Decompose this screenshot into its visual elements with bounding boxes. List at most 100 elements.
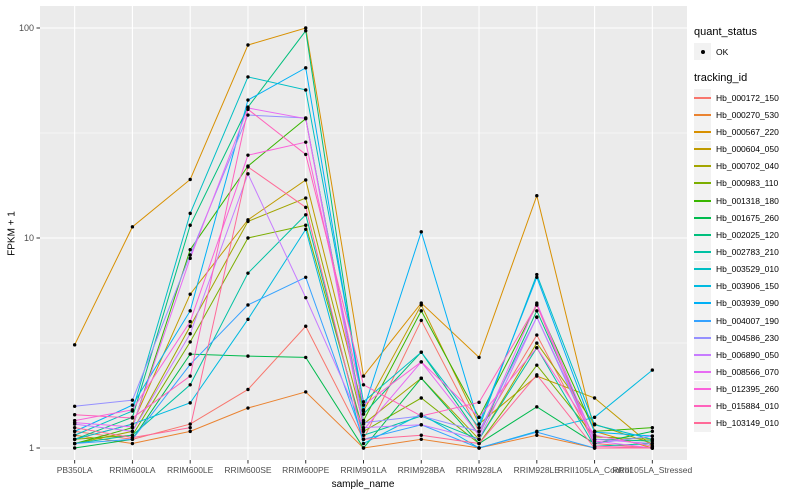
legend: quant_status OK tracking_id Hb_000172_15…	[694, 26, 800, 432]
data-point	[419, 433, 423, 437]
data-point	[419, 437, 423, 442]
legend-key	[694, 157, 711, 175]
legend-key	[694, 397, 711, 415]
legend-key	[694, 174, 711, 192]
x-axis-title: sample_name	[331, 479, 395, 490]
y-tick-label: 10	[24, 233, 34, 243]
data-point	[650, 429, 655, 434]
data-point	[72, 429, 77, 434]
data-point	[188, 401, 192, 405]
x-tick-label: RRII105LA_Stressed	[612, 465, 692, 475]
data-point	[188, 309, 192, 313]
data-point	[592, 396, 597, 400]
legend-key-ok	[694, 43, 711, 61]
data-point	[535, 341, 539, 345]
legend-item-label: Hb_012395_260	[716, 384, 779, 395]
x-tick-label: RRIM600SE	[224, 465, 272, 475]
data-point	[188, 211, 192, 216]
data-point	[419, 423, 423, 427]
legend-item: Hb_003939_090	[694, 294, 800, 312]
legend-item: Hb_003906_150	[694, 277, 800, 295]
data-point	[477, 415, 481, 420]
data-point	[592, 433, 597, 437]
legend-item-label: Hb_000702_040	[716, 161, 779, 172]
data-point	[72, 343, 77, 347]
data-point	[535, 333, 539, 337]
legend-key	[694, 123, 711, 141]
data-point	[188, 383, 192, 387]
legend-item: Hb_008566_070	[694, 363, 800, 381]
data-point	[130, 422, 135, 426]
legend-separator	[694, 60, 800, 72]
data-point	[304, 205, 308, 210]
legend-item-label: Hb_000567_220	[716, 126, 779, 137]
data-point	[130, 429, 135, 434]
data-point	[535, 303, 539, 307]
legend-key	[694, 226, 711, 244]
data-point	[477, 433, 481, 437]
legend-item-label: Hb_004586_230	[716, 332, 779, 343]
legend-key	[694, 329, 711, 347]
legend-key	[694, 140, 711, 158]
data-point	[72, 441, 77, 446]
legend-item: Hb_004586_230	[694, 329, 800, 347]
data-point	[477, 422, 481, 426]
data-point	[188, 362, 192, 367]
x-tick-label: RRIM600PE	[282, 465, 330, 475]
x-tick-label: RRIM600LA	[109, 465, 156, 475]
legend-key	[694, 243, 711, 261]
legend-key-line	[694, 405, 711, 408]
data-point	[246, 75, 250, 79]
data-point	[535, 194, 539, 198]
data-point	[535, 430, 539, 434]
legend-key	[694, 106, 711, 124]
data-point	[650, 437, 655, 442]
data-point	[592, 430, 597, 434]
data-point	[361, 374, 366, 378]
data-point	[72, 437, 77, 442]
legend-key-line	[694, 250, 711, 253]
legend-title-tracking-id: tracking_id	[694, 72, 748, 85]
legend-key	[694, 414, 711, 432]
legend-key	[694, 260, 711, 278]
data-point	[592, 446, 597, 450]
data-point	[419, 318, 423, 323]
data-point	[650, 425, 655, 430]
legend-key-line	[694, 388, 711, 391]
data-point	[72, 425, 77, 430]
legend-item: Hb_000270_530	[694, 106, 800, 124]
legend-item: Hb_002025_120	[694, 226, 800, 244]
legend-key-line	[694, 216, 711, 219]
legend-key	[694, 89, 711, 107]
data-point	[304, 324, 308, 328]
legend-item-label: Hb_001675_260	[716, 212, 779, 223]
data-point	[535, 309, 539, 313]
data-point	[535, 373, 539, 377]
data-point	[535, 363, 539, 367]
data-point	[130, 425, 135, 429]
data-point	[130, 225, 135, 229]
data-point	[592, 423, 597, 427]
data-point	[477, 437, 481, 442]
data-point	[477, 429, 481, 434]
data-point	[535, 315, 539, 319]
data-point	[246, 43, 250, 47]
data-point	[419, 350, 423, 354]
data-point	[188, 352, 192, 356]
data-point	[535, 272, 539, 277]
legend-key-line	[694, 285, 711, 288]
data-point	[304, 26, 308, 30]
data-point	[188, 319, 192, 324]
legend-item-label: Hb_003529_010	[716, 264, 779, 275]
data-point	[246, 387, 250, 392]
data-point	[477, 400, 481, 405]
data-point	[304, 29, 308, 33]
data-point	[188, 292, 192, 296]
legend-item: Hb_012395_260	[694, 380, 800, 398]
data-point	[188, 177, 192, 182]
data-point	[535, 275, 539, 279]
legend-item-label: Hb_006890_050	[716, 349, 779, 360]
legend-key-line	[694, 130, 711, 133]
